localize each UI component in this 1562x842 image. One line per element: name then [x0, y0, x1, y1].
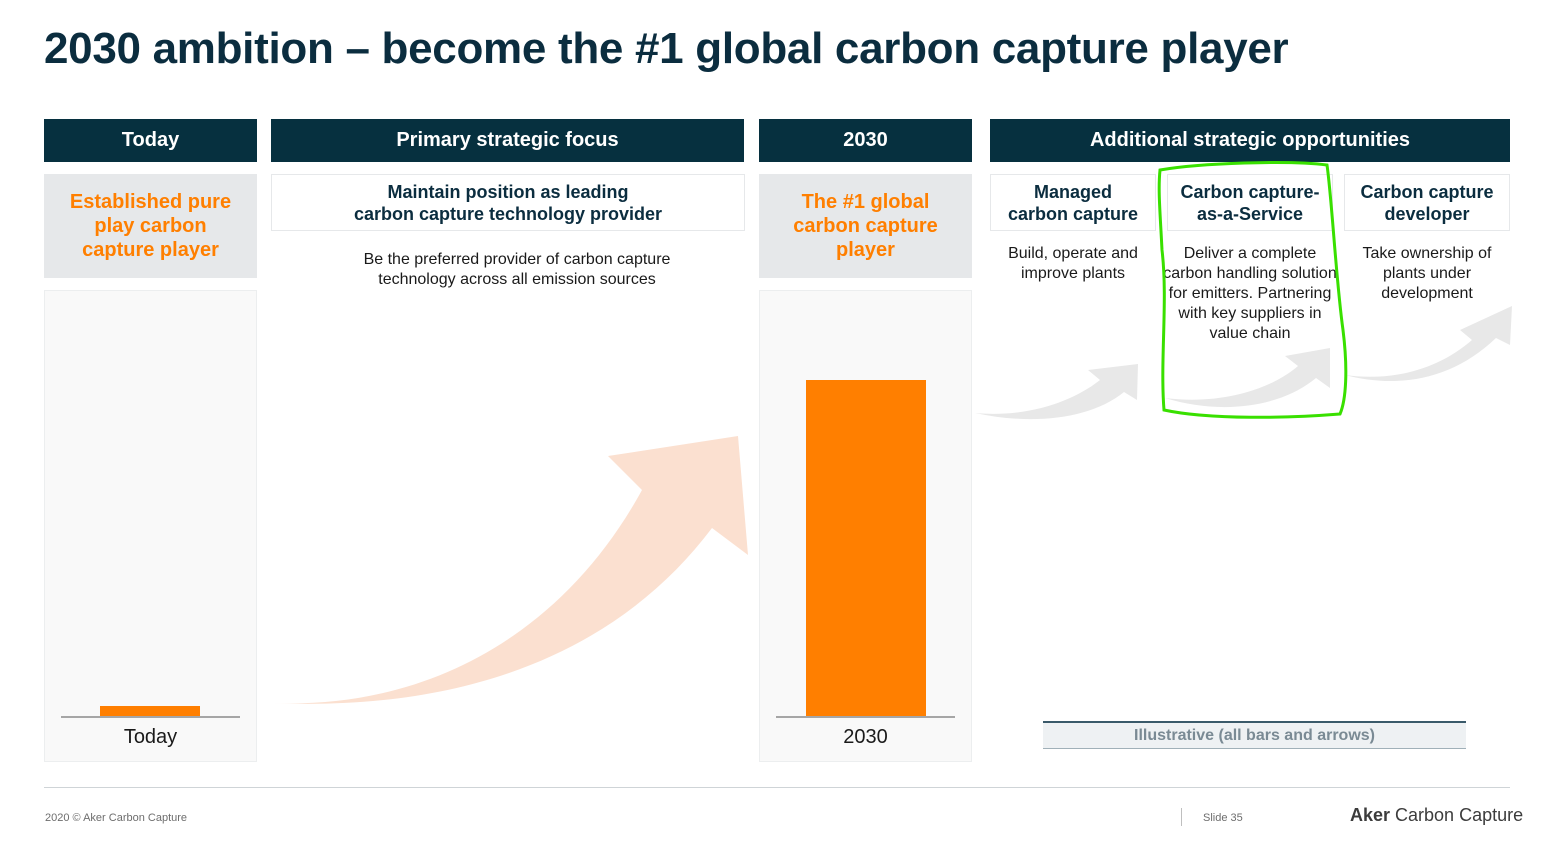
highlight-annotation	[1157, 161, 1348, 419]
header-additional-opportunities: Additional strategic opportunities	[990, 119, 1510, 162]
opportunity-ccaas-title: Carbon capture- as-a-Service	[1167, 174, 1333, 231]
header-2030: 2030	[759, 119, 972, 162]
today-bar-panel	[44, 290, 257, 762]
bar-label-2030: 2030	[843, 726, 888, 748]
footer-copyright: 2020 © Aker Carbon Capture	[45, 812, 188, 824]
growth-arrow-grey-icon	[1345, 306, 1512, 382]
illustrative-note: Illustrative (all bars and arrows)	[1043, 721, 1466, 749]
slide-number: Slide 35	[1203, 812, 1243, 824]
growth-arrow-orange-icon	[270, 436, 748, 704]
2030-description: The #1 global carbon capture player	[759, 174, 972, 278]
bar-2030	[806, 380, 926, 716]
opportunity-managed-title: Managed carbon capture	[990, 174, 1156, 231]
header-primary-focus: Primary strategic focus	[271, 119, 744, 162]
logo-bold: Aker	[1350, 805, 1391, 825]
footer-separator	[1181, 808, 1182, 826]
primary-focus-description: Be the preferred provider of carbon capt…	[363, 251, 671, 288]
page-title: 2030 ambition – become the #1 global car…	[44, 24, 1289, 73]
bar-label-today: Today	[123, 726, 178, 748]
opportunity-developer-title: Carbon capture developer	[1344, 174, 1510, 231]
today-baseline	[61, 716, 240, 718]
opportunity-ccaas-description: Deliver a complete carbon handling solut…	[1163, 245, 1337, 342]
opportunity-developer-description: Take ownership of plants under developme…	[1362, 245, 1492, 302]
2030-baseline	[776, 716, 955, 718]
header-today: Today	[44, 119, 257, 162]
growth-arrow-grey-icon	[975, 364, 1138, 420]
footer-divider	[44, 787, 1510, 788]
company-logo: Aker Carbon Capture	[1350, 805, 1523, 826]
growth-arrow-grey-icon	[1165, 348, 1330, 408]
opportunity-managed-description: Build, operate and improve plants	[1008, 245, 1138, 282]
today-description: Established pure play carbon capture pla…	[44, 174, 257, 278]
logo-rest: Carbon Capture	[1390, 805, 1524, 825]
primary-focus-title: Maintain position as leading carbon capt…	[271, 174, 745, 231]
bar-today	[100, 706, 200, 716]
